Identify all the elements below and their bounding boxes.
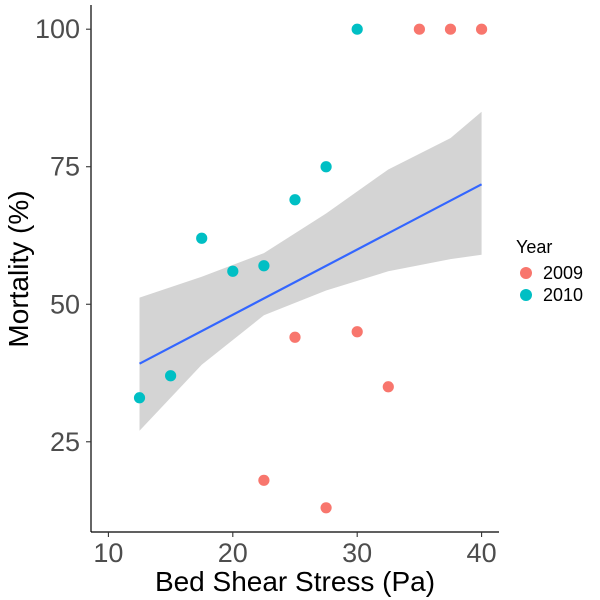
regression-line <box>139 183 483 365</box>
y-axis-title: Mortality (%) <box>3 190 34 347</box>
legend-label-2009: 2009 <box>543 263 583 283</box>
point-2010 <box>165 370 177 382</box>
point-2010 <box>351 23 363 35</box>
point-2009 <box>351 326 363 338</box>
legend-label-2010: 2010 <box>543 285 583 305</box>
point-2010 <box>320 161 332 173</box>
y-tick-label: 75 <box>50 152 80 182</box>
confidence-band <box>139 111 482 431</box>
x-tick-label: 30 <box>342 538 372 568</box>
point-2009 <box>475 23 488 35</box>
y-tick-label: 25 <box>50 427 80 457</box>
point-2010 <box>196 232 208 244</box>
x-tick-label: 10 <box>93 538 123 568</box>
point-2009 <box>258 474 270 486</box>
y-tick-label: 100 <box>35 14 80 44</box>
point-2009 <box>382 381 394 393</box>
point-2010 <box>133 392 146 404</box>
legend: Year 2009 2010 <box>516 237 583 305</box>
legend-title: Year <box>516 237 552 257</box>
axes: 10 20 30 40 25 50 75 100 <box>35 14 497 568</box>
legend-key-2010 <box>520 289 532 301</box>
point-2009 <box>444 23 457 35</box>
x-axis-title: Bed Shear Stress (Pa) <box>155 566 435 597</box>
point-2009 <box>320 502 332 514</box>
point-2009 <box>413 23 425 35</box>
point-2010 <box>227 265 239 277</box>
point-2009 <box>289 331 301 343</box>
y-tick-label: 50 <box>50 289 80 319</box>
x-tick-label: 40 <box>467 538 497 568</box>
point-2010 <box>289 194 301 206</box>
point-2010 <box>258 260 270 272</box>
plot-area <box>133 23 488 514</box>
legend-key-2009 <box>520 267 532 279</box>
x-tick-label: 20 <box>218 538 248 568</box>
